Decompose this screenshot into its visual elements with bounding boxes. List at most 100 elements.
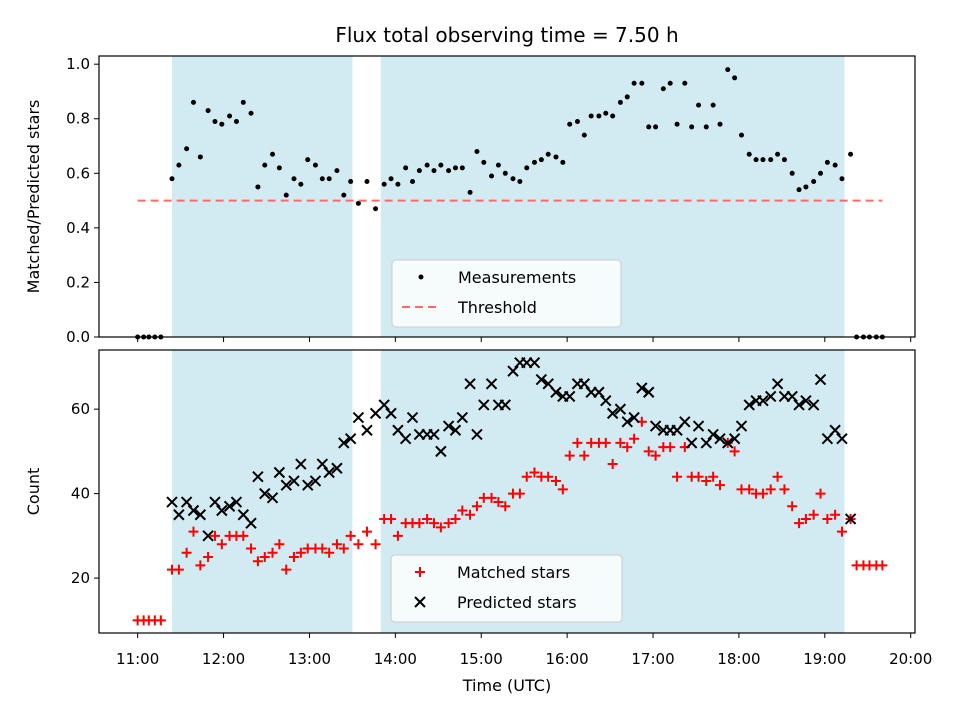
data-point bbox=[715, 480, 726, 491]
data-point bbox=[478, 399, 490, 411]
data-point bbox=[628, 411, 640, 424]
y-tick-label: 1.0 bbox=[66, 55, 90, 73]
data-point bbox=[324, 547, 335, 558]
data-point bbox=[212, 118, 218, 124]
data-point bbox=[309, 475, 322, 487]
data-point bbox=[636, 382, 648, 394]
data-point bbox=[443, 518, 454, 529]
data-point bbox=[753, 157, 759, 163]
y-tick-label: 0.4 bbox=[66, 219, 90, 237]
data-point bbox=[276, 165, 282, 171]
data-point bbox=[255, 184, 261, 190]
data-point bbox=[267, 547, 278, 558]
data-point bbox=[728, 432, 741, 445]
legend-marker bbox=[418, 274, 424, 280]
data-point bbox=[406, 411, 419, 424]
data-point bbox=[563, 390, 576, 403]
legend-label: Threshold bbox=[457, 298, 537, 317]
data-point bbox=[252, 556, 263, 567]
legend-box bbox=[390, 554, 623, 623]
data-point bbox=[588, 113, 594, 119]
data-point bbox=[465, 509, 476, 520]
data-point bbox=[550, 475, 561, 486]
data-point bbox=[679, 416, 691, 428]
data-point bbox=[305, 157, 311, 163]
data-point bbox=[732, 75, 738, 81]
data-point bbox=[674, 121, 680, 127]
data-point bbox=[502, 170, 508, 176]
data-point bbox=[345, 530, 356, 541]
data-point bbox=[521, 471, 532, 482]
data-point bbox=[486, 492, 497, 503]
data-point bbox=[467, 189, 473, 195]
data-point bbox=[808, 509, 819, 520]
data-point bbox=[545, 151, 551, 157]
y-axis-label: Count bbox=[24, 468, 43, 516]
data-point bbox=[787, 501, 798, 512]
data-point bbox=[219, 121, 225, 127]
data-point bbox=[291, 176, 297, 182]
data-point bbox=[617, 99, 623, 105]
data-point bbox=[830, 509, 841, 520]
data-point bbox=[302, 479, 314, 491]
data-point bbox=[233, 118, 239, 124]
data-point bbox=[564, 450, 575, 461]
data-point bbox=[557, 484, 568, 495]
data-point bbox=[262, 162, 268, 168]
legend-label: Measurements bbox=[458, 268, 576, 287]
data-point bbox=[414, 518, 425, 529]
data-point bbox=[353, 539, 364, 550]
data-point bbox=[631, 80, 637, 86]
data-point bbox=[818, 170, 824, 176]
data-point bbox=[364, 178, 370, 184]
data-point bbox=[839, 176, 845, 182]
data-point bbox=[550, 386, 562, 398]
data-point bbox=[184, 146, 190, 152]
data-point bbox=[370, 539, 381, 550]
data-point bbox=[707, 428, 719, 441]
x-tick-label: 20:00 bbox=[889, 650, 932, 668]
data-point bbox=[572, 437, 583, 448]
data-point bbox=[169, 176, 175, 182]
data-point bbox=[703, 124, 709, 130]
series-predicted-stars bbox=[166, 356, 857, 542]
data-point bbox=[378, 399, 390, 411]
data-point bbox=[689, 124, 695, 130]
data-point bbox=[288, 475, 300, 487]
data-point bbox=[779, 484, 790, 495]
data-point bbox=[794, 518, 805, 529]
data-point bbox=[481, 159, 487, 165]
x-tick-label: 17:00 bbox=[631, 650, 674, 668]
data-point bbox=[643, 386, 655, 398]
data-point bbox=[424, 162, 430, 168]
y-tick-label: 40 bbox=[71, 485, 90, 503]
data-point bbox=[529, 467, 540, 478]
data-point bbox=[176, 162, 182, 168]
data-point bbox=[493, 497, 504, 508]
data-point bbox=[248, 110, 254, 116]
chart-title: Flux total observing time = 7.50 h bbox=[335, 23, 678, 47]
data-point bbox=[600, 394, 612, 407]
data-point bbox=[202, 530, 214, 542]
data-point bbox=[610, 113, 616, 119]
data-point bbox=[295, 458, 307, 470]
series-matched-stars bbox=[132, 416, 888, 626]
data-point bbox=[789, 170, 795, 176]
data-point bbox=[273, 466, 286, 479]
data-point bbox=[701, 475, 712, 486]
data-point bbox=[471, 501, 482, 512]
y-tick-label: 0.0 bbox=[66, 328, 90, 346]
plot-frame bbox=[98, 349, 916, 634]
data-point bbox=[553, 154, 559, 160]
data-point bbox=[319, 176, 325, 182]
y-axis-label: Matched/Predicted stars bbox=[24, 100, 43, 294]
data-point bbox=[803, 184, 809, 190]
data-point bbox=[639, 80, 645, 86]
data-point bbox=[495, 162, 501, 168]
data-point bbox=[187, 504, 200, 517]
data-point bbox=[829, 424, 841, 436]
data-point bbox=[209, 496, 221, 508]
data-point bbox=[596, 113, 602, 119]
x-tick-label: 16:00 bbox=[546, 650, 589, 668]
data-point bbox=[416, 168, 422, 174]
